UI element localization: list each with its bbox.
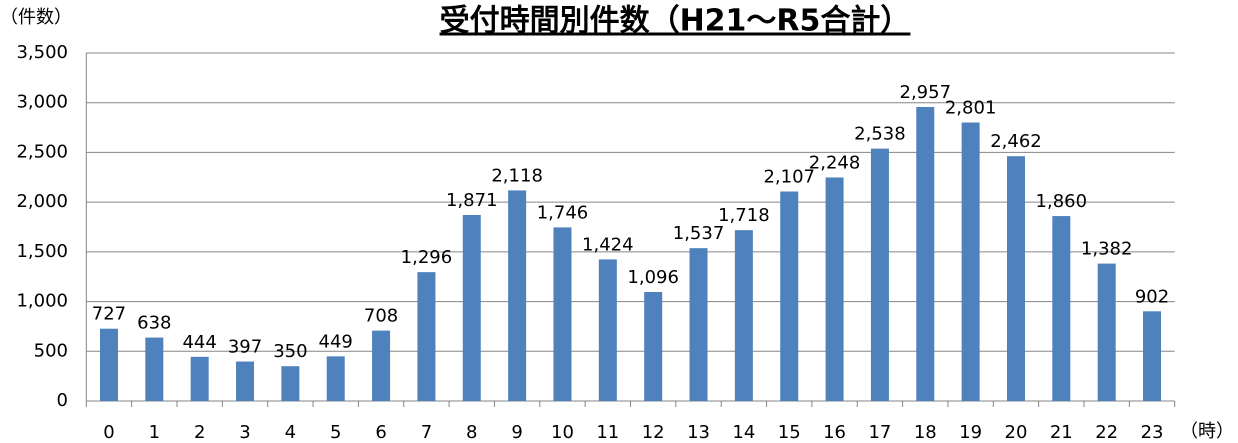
value-label: 444 bbox=[182, 332, 216, 353]
x-tick-label: 8 bbox=[466, 422, 477, 443]
x-tick-label: 15 bbox=[778, 422, 801, 443]
value-label: 638 bbox=[137, 313, 171, 334]
bar bbox=[326, 356, 345, 401]
bar bbox=[780, 191, 799, 401]
y-axis-label: （件数） bbox=[0, 7, 72, 28]
value-label: 1,871 bbox=[446, 190, 498, 211]
x-tick-label: 0 bbox=[103, 422, 114, 443]
bar bbox=[689, 248, 708, 401]
value-label: 350 bbox=[273, 341, 307, 362]
x-tick-label: 6 bbox=[375, 422, 386, 443]
value-label: 1,718 bbox=[718, 205, 770, 226]
y-tick-label: 1,500 bbox=[16, 241, 68, 262]
x-tick-label: 20 bbox=[1005, 422, 1028, 443]
value-label: 2,118 bbox=[491, 165, 543, 186]
bar bbox=[825, 177, 844, 401]
value-label: 2,462 bbox=[990, 131, 1042, 152]
x-tick-label: 10 bbox=[551, 422, 574, 443]
y-tick-label: 3,500 bbox=[16, 42, 68, 63]
value-label: 2,801 bbox=[945, 98, 997, 119]
value-label: 708 bbox=[364, 306, 398, 327]
chart-title: 受付時間別件数（H21～R5合計） bbox=[440, 4, 911, 39]
bar bbox=[145, 337, 164, 401]
y-tick-label: 500 bbox=[34, 340, 68, 361]
bar bbox=[372, 330, 391, 401]
bar bbox=[508, 190, 527, 401]
x-tick-label: 2 bbox=[194, 422, 205, 443]
bar bbox=[1052, 216, 1071, 401]
y-tick-label: 2,000 bbox=[16, 191, 68, 212]
bar bbox=[281, 366, 300, 401]
x-tick-label: 5 bbox=[330, 422, 341, 443]
x-tick-label: 9 bbox=[511, 422, 522, 443]
bar bbox=[553, 227, 572, 401]
x-tick-label: 12 bbox=[642, 422, 665, 443]
y-tick-label: 1,000 bbox=[16, 291, 68, 312]
bar bbox=[870, 148, 889, 401]
x-tick-label: 19 bbox=[959, 422, 982, 443]
bar bbox=[462, 214, 481, 401]
bar bbox=[961, 122, 980, 401]
value-label: 449 bbox=[319, 331, 353, 352]
x-tick-label: 23 bbox=[1141, 422, 1164, 443]
bar bbox=[1097, 263, 1116, 401]
x-tick-label: 16 bbox=[823, 422, 846, 443]
value-label: 902 bbox=[1135, 286, 1169, 307]
value-label: 1,382 bbox=[1081, 239, 1133, 260]
x-tick-label: 11 bbox=[596, 422, 619, 443]
value-label: 1,746 bbox=[537, 202, 589, 223]
value-label: 1,537 bbox=[673, 223, 725, 244]
value-label: 2,248 bbox=[809, 152, 861, 173]
bar bbox=[1143, 311, 1162, 401]
bar bbox=[190, 356, 209, 401]
x-tick-label: 18 bbox=[914, 422, 937, 443]
value-label: 397 bbox=[228, 337, 262, 358]
x-tick-label: 13 bbox=[687, 422, 710, 443]
value-label: 2,107 bbox=[763, 167, 815, 188]
x-tick-label: 3 bbox=[239, 422, 250, 443]
y-tick-label: 2,500 bbox=[16, 141, 68, 162]
x-tick-label: 1 bbox=[149, 422, 160, 443]
bar bbox=[734, 230, 753, 401]
x-tick-label: 4 bbox=[285, 422, 296, 443]
value-label: 1,424 bbox=[582, 234, 634, 255]
bar bbox=[417, 272, 436, 401]
value-label: 2,957 bbox=[900, 82, 952, 103]
value-label: 1,096 bbox=[627, 267, 679, 288]
y-tick-label: 0 bbox=[57, 390, 68, 411]
bar bbox=[598, 259, 617, 401]
bar bbox=[644, 292, 663, 401]
value-label: 727 bbox=[92, 304, 126, 325]
x-tick-label: 21 bbox=[1050, 422, 1073, 443]
x-tick-label: 17 bbox=[868, 422, 891, 443]
value-label: 1,860 bbox=[1036, 191, 1088, 212]
bar bbox=[1006, 156, 1025, 401]
y-tick-label: 3,000 bbox=[16, 92, 68, 113]
x-tick-label: 14 bbox=[732, 422, 755, 443]
x-tick-label: 7 bbox=[421, 422, 432, 443]
x-axis-label: （時） bbox=[1180, 421, 1234, 442]
value-label: 2,538 bbox=[854, 124, 906, 145]
value-label: 1,296 bbox=[401, 247, 453, 268]
bar bbox=[916, 106, 935, 401]
bar bbox=[236, 361, 255, 401]
bar bbox=[99, 328, 118, 401]
x-tick-label: 22 bbox=[1095, 422, 1118, 443]
